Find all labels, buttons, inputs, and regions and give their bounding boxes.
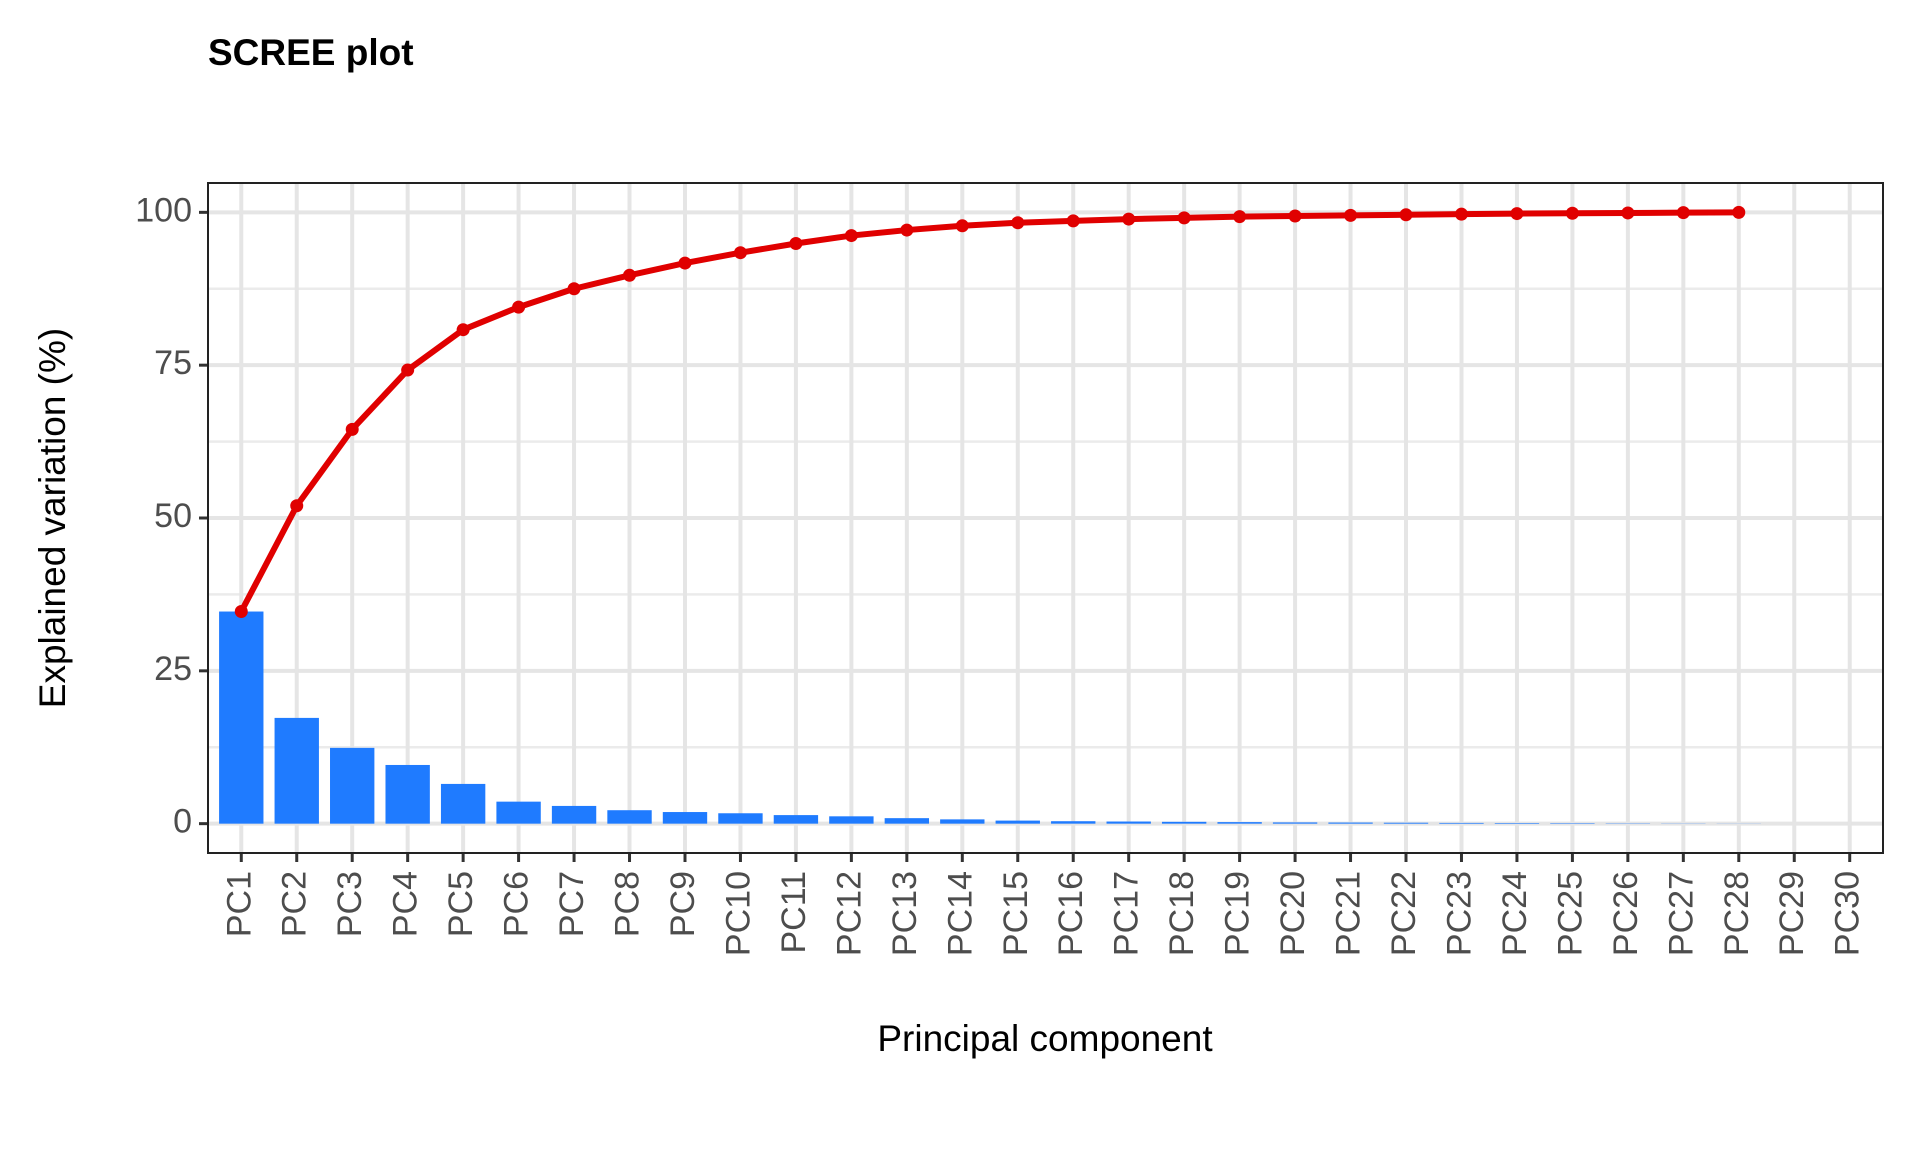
point bbox=[1399, 208, 1413, 222]
bar bbox=[1383, 822, 1429, 824]
x-tick-label: PC28 bbox=[1718, 871, 1756, 956]
bar bbox=[718, 813, 763, 824]
bar bbox=[1051, 821, 1096, 824]
x-tick-label: PC12 bbox=[830, 871, 868, 956]
bar bbox=[607, 810, 652, 824]
point bbox=[345, 422, 359, 436]
y-tick-label: 100 bbox=[135, 191, 192, 229]
x-tick-label: PC10 bbox=[719, 871, 757, 956]
bar bbox=[1494, 823, 1540, 824]
point bbox=[567, 282, 581, 296]
bar bbox=[1161, 821, 1207, 824]
bar bbox=[330, 747, 375, 824]
bar bbox=[1328, 822, 1373, 824]
x-tick-label: PC6 bbox=[498, 871, 536, 937]
bar bbox=[829, 816, 874, 824]
y-tick-label: 0 bbox=[173, 803, 192, 841]
x-tick-label: PC7 bbox=[553, 871, 591, 937]
y-tick-label: 75 bbox=[154, 344, 192, 382]
x-tick-label: PC2 bbox=[276, 871, 314, 937]
x-tick-label: PC14 bbox=[941, 871, 979, 956]
bar bbox=[219, 611, 264, 824]
point bbox=[1510, 207, 1524, 221]
x-tick-label: PC20 bbox=[1274, 871, 1312, 956]
point bbox=[1621, 206, 1635, 220]
point bbox=[955, 219, 969, 233]
x-tick-label: PC25 bbox=[1551, 871, 1589, 956]
bar bbox=[274, 717, 319, 824]
x-tick-label: PC5 bbox=[442, 871, 480, 937]
point bbox=[1732, 205, 1746, 219]
line bbox=[238, 209, 1739, 613]
point bbox=[844, 229, 858, 243]
x-axis-label: Principal component bbox=[877, 1018, 1213, 1059]
point bbox=[733, 246, 747, 260]
x-tick-label: PC26 bbox=[1607, 871, 1645, 956]
point bbox=[1565, 206, 1579, 220]
x-tick-label: PC16 bbox=[1052, 871, 1090, 956]
x-tick-label: PC19 bbox=[1219, 871, 1257, 956]
point bbox=[456, 323, 470, 337]
x-tick-label: PC9 bbox=[664, 871, 702, 937]
bar bbox=[662, 812, 708, 824]
point bbox=[1288, 209, 1302, 223]
x-tick-label: PC8 bbox=[609, 871, 647, 937]
point bbox=[900, 223, 914, 237]
x-tick-label: PC15 bbox=[997, 871, 1035, 956]
bar bbox=[940, 819, 985, 824]
x-tick-label: PC30 bbox=[1829, 871, 1867, 956]
x-tick-label: PC29 bbox=[1773, 871, 1811, 956]
chart-title: SCREE plot bbox=[208, 32, 414, 73]
bar bbox=[496, 801, 541, 824]
y-axis-label: Explained variation (%) bbox=[32, 328, 73, 708]
x-tick-label: PC17 bbox=[1108, 871, 1146, 956]
bar bbox=[440, 783, 486, 824]
x-tick-label: PC4 bbox=[387, 871, 425, 937]
x-tick-label: PC24 bbox=[1496, 871, 1534, 956]
y-tick-label: 50 bbox=[154, 497, 192, 535]
x-tick-label: PC27 bbox=[1662, 871, 1700, 956]
x-tick-label: PC11 bbox=[775, 871, 813, 954]
point bbox=[1454, 207, 1468, 221]
x-tick-label: PC21 bbox=[1330, 871, 1368, 956]
bar bbox=[385, 764, 430, 824]
bar bbox=[551, 805, 597, 824]
point bbox=[401, 363, 415, 377]
point bbox=[789, 237, 803, 251]
point bbox=[1676, 206, 1690, 220]
x-tick-label: PC3 bbox=[331, 871, 369, 937]
bar bbox=[773, 815, 819, 824]
point bbox=[1122, 212, 1136, 226]
x-tick-label: PC1 bbox=[220, 871, 258, 937]
point bbox=[678, 256, 692, 270]
point bbox=[512, 300, 526, 314]
y-tick-label: 25 bbox=[154, 650, 192, 688]
point bbox=[1233, 210, 1247, 224]
point bbox=[1011, 216, 1025, 230]
x-tick-label: PC13 bbox=[886, 871, 924, 956]
bar bbox=[1217, 822, 1262, 824]
bar bbox=[995, 820, 1040, 824]
x-tick-label: PC22 bbox=[1385, 871, 1423, 956]
point bbox=[1066, 214, 1080, 228]
bar bbox=[1439, 822, 1484, 824]
x-tick-label: PC18 bbox=[1163, 871, 1201, 956]
x-tick-label: PC23 bbox=[1440, 871, 1478, 956]
bar bbox=[1272, 822, 1318, 824]
bar bbox=[1106, 821, 1151, 824]
point bbox=[1344, 208, 1358, 222]
point bbox=[290, 499, 304, 513]
panel-border bbox=[207, 182, 1884, 854]
point bbox=[234, 605, 248, 619]
bar bbox=[884, 818, 930, 824]
point bbox=[1177, 211, 1191, 225]
point bbox=[623, 268, 637, 282]
